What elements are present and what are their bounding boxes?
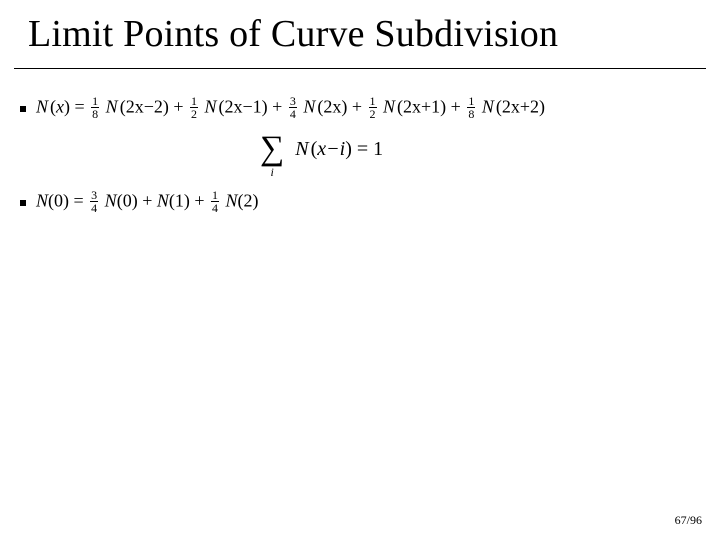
- title-rule: [14, 68, 706, 69]
- bullet-eq1: [20, 106, 26, 112]
- eq1-lhs-fn: N: [36, 97, 48, 117]
- bullet-eq3: [20, 200, 26, 206]
- summation-symbol: ∑ i: [260, 132, 284, 166]
- frac-3-4: 34: [289, 95, 297, 120]
- slide-title: Limit Points of Curve Subdivision: [28, 12, 558, 56]
- frac-1-8b: 18: [467, 95, 475, 120]
- frac-1-4: 14: [211, 189, 219, 214]
- frac-1-2b: 12: [369, 95, 377, 120]
- frac-3-4b: 34: [90, 189, 98, 214]
- equation-limit-point: N(0) = 34 N(0) + N(1) + 14 N(2): [36, 190, 259, 215]
- equation-refinement: N(x) = 18 N(2x−2) + 12 N(2x−1) + 34 N(2x…: [36, 96, 545, 121]
- page-number: 67/96: [675, 513, 702, 528]
- equation-partition-of-unity: ∑ i N(x−i) = 1: [260, 132, 383, 166]
- frac-1-2a: 12: [190, 95, 198, 120]
- frac-1-8a: 18: [91, 95, 99, 120]
